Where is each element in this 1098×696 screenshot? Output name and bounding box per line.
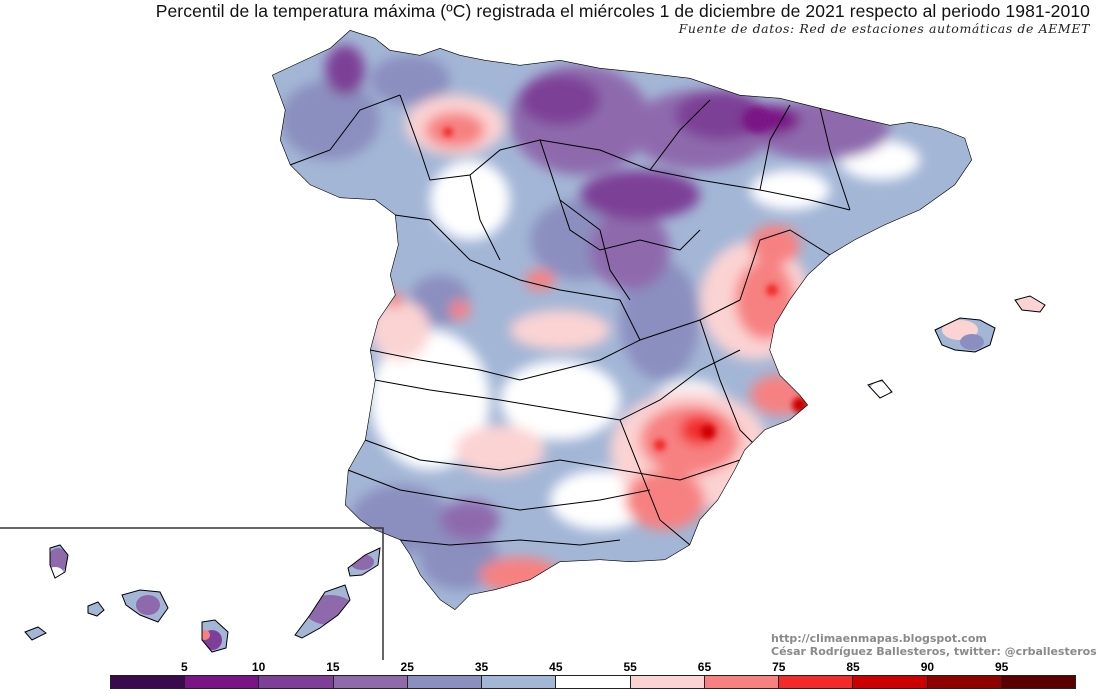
legend-swatch-10 (853, 676, 928, 688)
map-title: Percentil de la temperatura máxima (ºC) … (155, 1, 1090, 21)
legend-label-25: 25 (400, 660, 414, 674)
percentile-map (0, 30, 1046, 660)
legend-label-35: 35 (474, 660, 489, 674)
canary-islands (25, 545, 380, 652)
blog-url[interactable]: http://climaenmapas.blogspot.com (771, 632, 987, 645)
legend-label-90: 90 (920, 660, 935, 674)
legend-swatch-2 (259, 676, 334, 688)
legend-swatch-6 (556, 676, 631, 688)
legend-label-10: 10 (251, 660, 266, 674)
legend-swatch-7 (630, 676, 705, 688)
legend-label-55: 55 (623, 660, 637, 674)
legend-label-45: 45 (549, 660, 563, 674)
legend-swatch-12 (1001, 676, 1076, 688)
legend-label-65: 65 (697, 660, 712, 674)
legend-label-5: 5 (180, 660, 188, 674)
canary-inset-frame (0, 527, 384, 660)
legend-swatch-1 (185, 676, 260, 688)
credits: http://climaenmapas.blogspot.com César R… (771, 632, 1097, 658)
legend-swatch-3 (333, 676, 408, 688)
legend-label-75: 75 (772, 660, 786, 674)
legend-swatch-5 (482, 676, 557, 688)
legend-label-95: 95 (995, 660, 1009, 674)
legend-label-85: 85 (846, 660, 860, 674)
color-legend (110, 675, 1076, 689)
legend-swatch-4 (407, 676, 483, 688)
data-source: Fuente de datos: Red de estaciones autom… (678, 21, 1090, 36)
legend-swatch-9 (779, 676, 854, 688)
legend-swatch-8 (704, 676, 780, 688)
legend-label-15: 15 (326, 660, 340, 674)
legend-swatch-11 (927, 676, 1002, 688)
legend-swatch-0 (111, 676, 186, 688)
author-credit: César Rodríguez Ballesteros, twitter: @c… (771, 645, 1097, 658)
mainland-spain (272, 30, 972, 610)
